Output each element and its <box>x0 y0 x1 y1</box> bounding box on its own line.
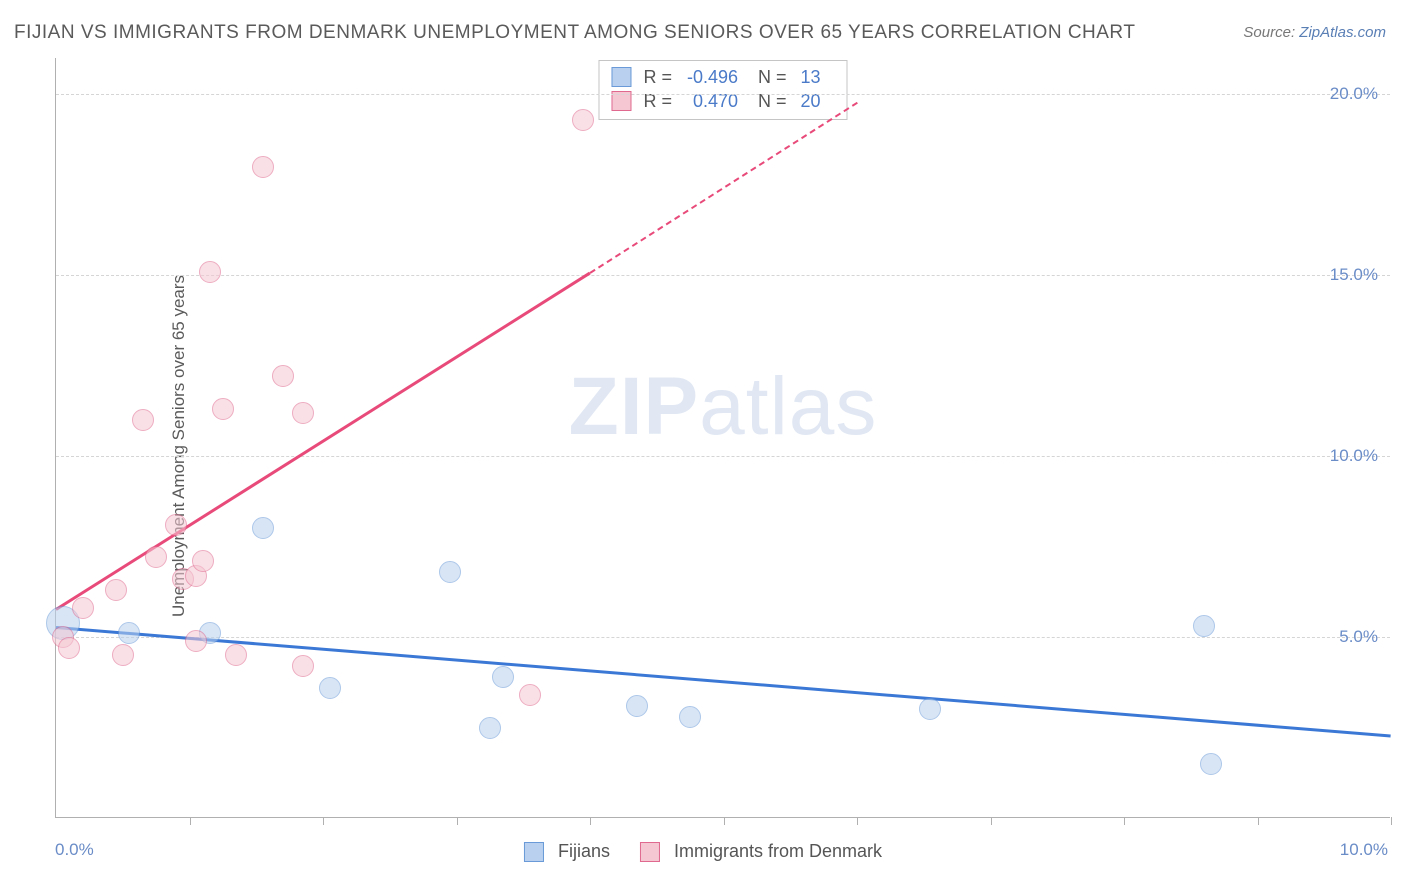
data-point <box>132 409 154 431</box>
chart-title: FIJIAN VS IMMIGRANTS FROM DENMARK UNEMPL… <box>14 22 1135 44</box>
n-value: 20 <box>793 89 821 113</box>
x-axis-start-label: 0.0% <box>55 840 94 860</box>
data-point <box>272 365 294 387</box>
x-tick <box>1391 817 1392 825</box>
x-tick <box>1124 817 1125 825</box>
watermark-atlas: atlas <box>699 361 877 452</box>
data-point <box>1200 753 1222 775</box>
n-label: N = <box>758 89 787 113</box>
legend-label: Immigrants from Denmark <box>674 841 882 862</box>
data-point <box>192 550 214 572</box>
data-point <box>479 717 501 739</box>
source-label: Source: <box>1243 24 1295 41</box>
x-tick <box>590 817 591 825</box>
data-point <box>292 655 314 677</box>
data-point <box>292 402 314 424</box>
data-point <box>118 622 140 644</box>
data-point <box>58 637 80 659</box>
data-point <box>72 597 94 619</box>
data-point <box>212 398 234 420</box>
n-label: N = <box>758 65 787 89</box>
y-tick-label: 10.0% <box>1330 446 1378 466</box>
data-point <box>199 261 221 283</box>
data-point <box>252 156 274 178</box>
data-point <box>252 517 274 539</box>
data-point <box>165 514 187 536</box>
stats-row: R = 0.470 N = 20 <box>611 89 834 113</box>
data-point <box>492 666 514 688</box>
data-point <box>145 546 167 568</box>
y-tick-label: 20.0% <box>1330 84 1378 104</box>
watermark: ZIPatlas <box>569 360 878 454</box>
correlation-stats-box: R = -0.496 N = 13 R = 0.470 N = 20 <box>598 60 847 120</box>
source-attribution: Source: ZipAtlas.com <box>1243 24 1386 41</box>
gridline <box>56 275 1390 276</box>
n-value: 13 <box>793 65 821 89</box>
chart-container: FIJIAN VS IMMIGRANTS FROM DENMARK UNEMPL… <box>0 0 1406 892</box>
data-point <box>319 677 341 699</box>
gridline <box>56 94 1390 95</box>
legend-swatch <box>640 842 660 862</box>
r-value: -0.496 <box>678 65 738 89</box>
data-point <box>679 706 701 728</box>
r-label: R = <box>643 65 672 89</box>
legend-swatch <box>611 67 631 87</box>
x-tick <box>1258 817 1259 825</box>
data-point <box>105 579 127 601</box>
trend-line <box>55 272 591 611</box>
x-tick <box>857 817 858 825</box>
x-tick <box>190 817 191 825</box>
data-point <box>572 109 594 131</box>
legend-label: Fijians <box>558 841 610 862</box>
y-tick-label: 5.0% <box>1339 627 1378 647</box>
x-tick <box>323 817 324 825</box>
stats-row: R = -0.496 N = 13 <box>611 65 834 89</box>
data-point <box>439 561 461 583</box>
y-tick-label: 15.0% <box>1330 265 1378 285</box>
gridline <box>56 456 1390 457</box>
data-point <box>225 644 247 666</box>
x-tick <box>991 817 992 825</box>
data-point <box>919 698 941 720</box>
legend-item: Immigrants from Denmark <box>640 841 882 862</box>
legend-swatch <box>524 842 544 862</box>
source-link[interactable]: ZipAtlas.com <box>1299 24 1386 41</box>
x-tick <box>724 817 725 825</box>
series-legend: Fijians Immigrants from Denmark <box>518 841 888 862</box>
r-label: R = <box>643 89 672 113</box>
trend-line <box>56 626 1391 738</box>
x-tick <box>457 817 458 825</box>
trend-line <box>589 102 857 274</box>
watermark-zip: ZIP <box>569 361 700 452</box>
data-point <box>185 630 207 652</box>
data-point <box>626 695 648 717</box>
x-axis-end-label: 10.0% <box>1340 840 1388 860</box>
data-point <box>112 644 134 666</box>
data-point <box>1193 615 1215 637</box>
r-value: 0.470 <box>678 89 738 113</box>
data-point <box>519 684 541 706</box>
plot-area: ZIPatlas R = -0.496 N = 13 R = 0.470 N = 20… <box>55 58 1390 818</box>
gridline <box>56 637 1390 638</box>
legend-item: Fijians <box>524 841 610 862</box>
